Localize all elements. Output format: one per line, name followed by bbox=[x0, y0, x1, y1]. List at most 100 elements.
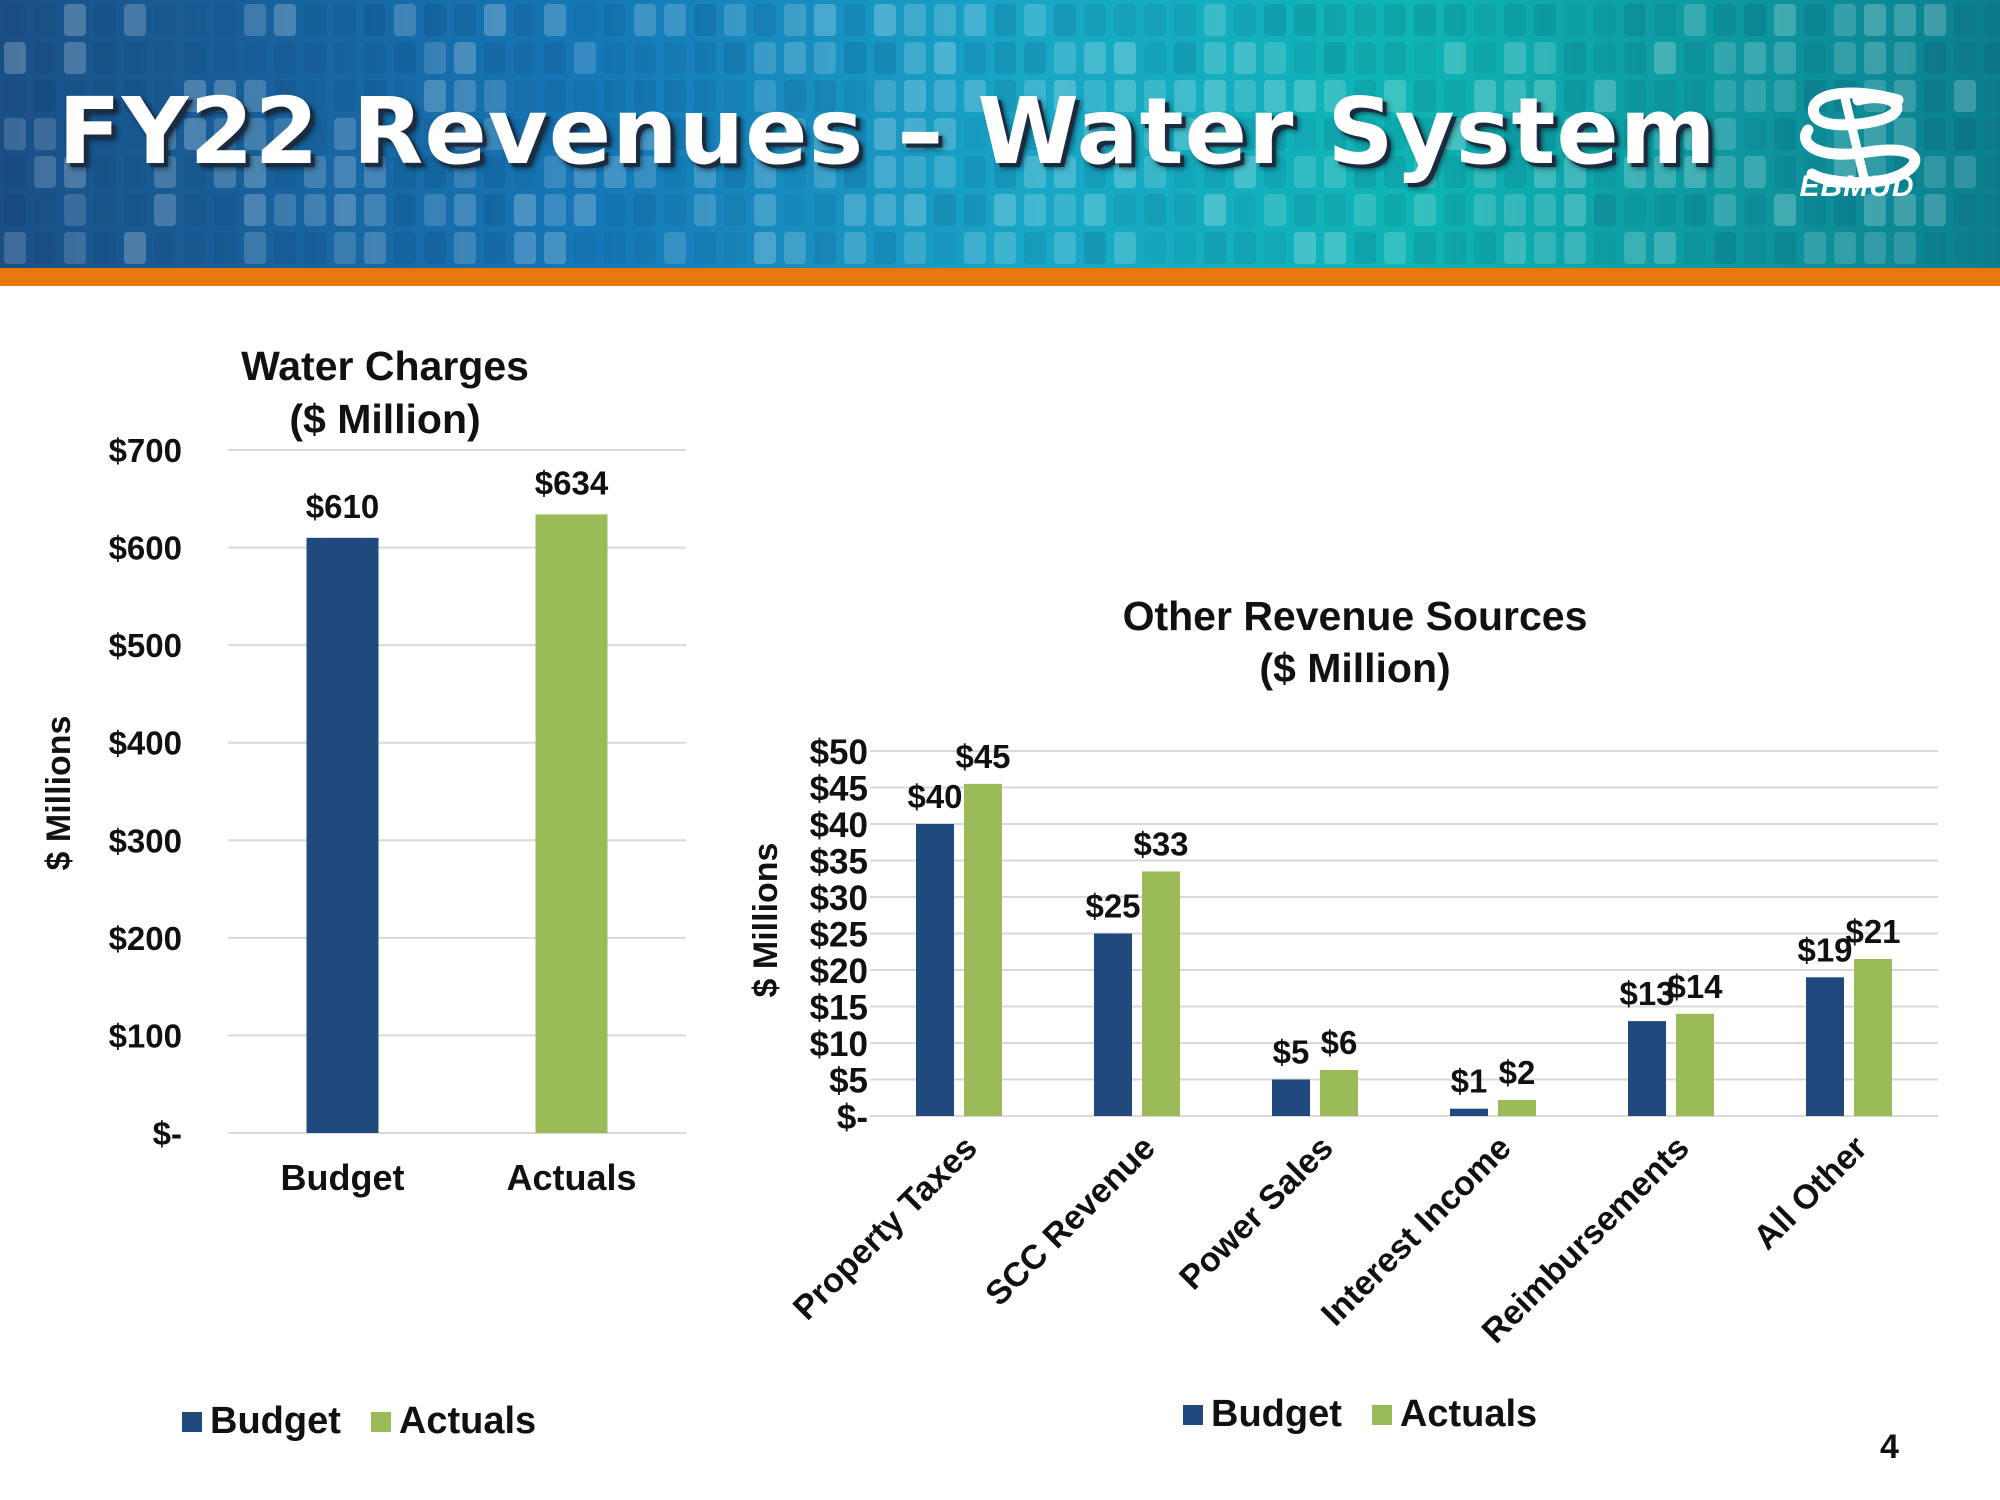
banner-tile bbox=[1264, 80, 1286, 112]
y-tick-label: $- bbox=[837, 1098, 868, 1137]
banner-tile bbox=[934, 232, 956, 264]
y-tick-label: $40 bbox=[810, 806, 868, 845]
banner-tile bbox=[814, 80, 836, 112]
banner-tile bbox=[304, 118, 326, 150]
banner-tile bbox=[1924, 4, 1946, 36]
banner-tile bbox=[1594, 156, 1616, 188]
banner-tile bbox=[1474, 194, 1496, 226]
banner-tile bbox=[544, 156, 566, 188]
banner-tile bbox=[844, 156, 866, 188]
y-tick-label: $- bbox=[153, 1115, 182, 1152]
banner-tile bbox=[814, 156, 836, 188]
banner-tile bbox=[454, 80, 476, 112]
chart1-legend-budget: Budget bbox=[182, 1400, 341, 1443]
banner-tile bbox=[184, 232, 206, 264]
banner-tile bbox=[1654, 156, 1676, 188]
banner-tile bbox=[1264, 4, 1286, 36]
legend-swatch-actuals bbox=[370, 1411, 391, 1432]
banner-tile bbox=[1864, 232, 1886, 264]
banner-tile bbox=[1294, 156, 1316, 188]
banner-tile bbox=[34, 42, 56, 74]
banner-tile bbox=[124, 80, 146, 112]
banner-tile bbox=[1444, 4, 1466, 36]
banner-tile bbox=[1174, 194, 1196, 226]
banner-tile bbox=[1954, 4, 1976, 36]
banner-tile bbox=[1714, 80, 1736, 112]
banner-tile bbox=[94, 156, 116, 188]
banner-tile bbox=[1924, 194, 1946, 226]
banner-tile bbox=[124, 232, 146, 264]
banner-tile bbox=[1354, 232, 1376, 264]
banner-tile bbox=[124, 4, 146, 36]
banner-tile bbox=[1534, 42, 1556, 74]
banner-tile bbox=[124, 42, 146, 74]
banner-tile bbox=[394, 194, 416, 226]
banner-tile bbox=[1384, 42, 1406, 74]
legend-label-actuals: Actuals bbox=[398, 1400, 537, 1442]
chart2-legend-actuals: Actuals bbox=[1371, 1393, 1537, 1436]
banner-tile bbox=[1054, 232, 1076, 264]
banner-tile bbox=[1774, 80, 1796, 112]
banner-tile bbox=[1534, 194, 1556, 226]
banner-tile bbox=[1324, 232, 1346, 264]
banner-tile bbox=[364, 194, 386, 226]
y-tick-label: $700 bbox=[109, 432, 182, 469]
banner-tile bbox=[304, 194, 326, 226]
banner-tile bbox=[154, 80, 176, 112]
banner-tile bbox=[1774, 4, 1796, 36]
banner-tile bbox=[874, 232, 896, 264]
banner-tile bbox=[1054, 42, 1076, 74]
banner-tile bbox=[1114, 80, 1136, 112]
banner-tile bbox=[1204, 194, 1226, 226]
banner-tile bbox=[1474, 80, 1496, 112]
banner-tile bbox=[1174, 232, 1196, 264]
banner-tile bbox=[1234, 232, 1256, 264]
banner-tile bbox=[904, 232, 926, 264]
banner-tile bbox=[214, 118, 236, 150]
banner-tile bbox=[244, 80, 266, 112]
banner-tile bbox=[1114, 42, 1136, 74]
banner-tile bbox=[1984, 232, 2000, 264]
bar-actuals bbox=[1320, 1070, 1358, 1116]
banner-tile bbox=[1744, 42, 1766, 74]
banner-tile bbox=[1414, 232, 1436, 264]
banner-tile bbox=[724, 42, 746, 74]
banner-tile bbox=[1594, 194, 1616, 226]
chart2-title: Other Revenue Sources bbox=[1123, 593, 1588, 639]
banner-tile bbox=[1954, 232, 1976, 264]
y-tick-label: $5 bbox=[829, 1062, 868, 1101]
banner-tile bbox=[1174, 42, 1196, 74]
banner-tile bbox=[1684, 156, 1706, 188]
banner-tile bbox=[544, 194, 566, 226]
banner-tile bbox=[214, 232, 236, 264]
banner-tile bbox=[934, 42, 956, 74]
banner-tile bbox=[964, 4, 986, 36]
banner-tile bbox=[1564, 42, 1586, 74]
banner-tile bbox=[904, 194, 926, 226]
banner-tile bbox=[844, 232, 866, 264]
banner-tile bbox=[1504, 42, 1526, 74]
banner-tile bbox=[1144, 4, 1166, 36]
banner-tile bbox=[814, 194, 836, 226]
banner-tile bbox=[1054, 156, 1076, 188]
banner-tile bbox=[1444, 194, 1466, 226]
banner-tile bbox=[1864, 42, 1886, 74]
banner-tile bbox=[634, 4, 656, 36]
banner-tile bbox=[94, 232, 116, 264]
chart2-y-axis-label: $ Millions bbox=[747, 843, 785, 998]
banner-tile bbox=[1924, 156, 1946, 188]
banner-tile bbox=[574, 42, 596, 74]
banner-tile bbox=[334, 232, 356, 264]
header-banner bbox=[0, 0, 2000, 268]
banner-tile bbox=[1324, 118, 1346, 150]
banner-tile bbox=[1954, 80, 1976, 112]
banner-tile bbox=[1744, 194, 1766, 226]
banner-tile bbox=[274, 194, 296, 226]
banner-tile bbox=[1954, 156, 1976, 188]
banner-tile bbox=[214, 194, 236, 226]
banner-tile bbox=[1024, 4, 1046, 36]
banner-tile bbox=[1624, 80, 1646, 112]
banner-tile bbox=[1564, 4, 1586, 36]
banner-tile bbox=[1204, 42, 1226, 74]
banner-tile bbox=[904, 42, 926, 74]
